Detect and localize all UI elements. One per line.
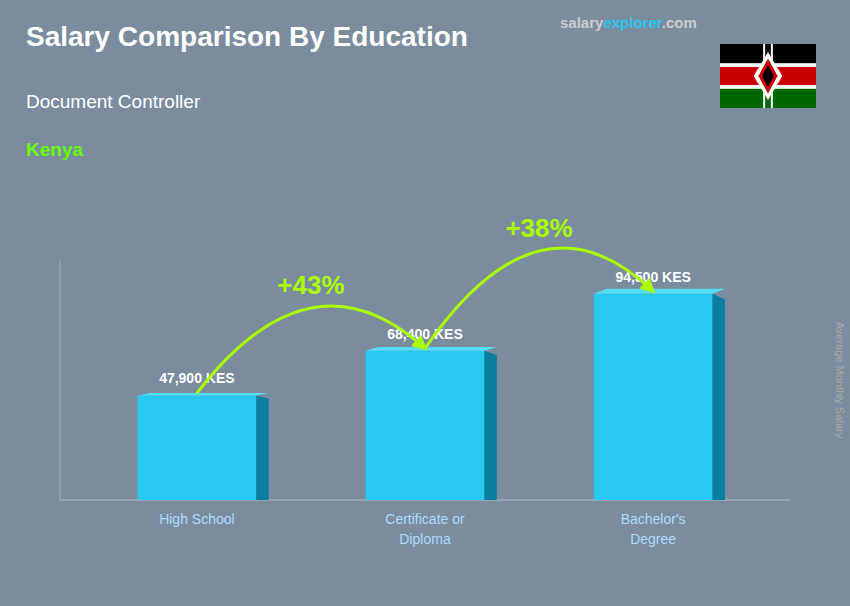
bar — [366, 351, 485, 500]
y-axis-line — [60, 260, 61, 500]
y-axis-label: Average Monthly Salary — [834, 322, 846, 439]
change-arrow — [425, 248, 653, 348]
watermark-part: salary — [560, 14, 604, 31]
category-label-line: Bachelor's — [621, 511, 686, 527]
bar — [594, 294, 713, 500]
bar-side — [484, 351, 497, 500]
category-label-line: Diploma — [399, 531, 451, 547]
country: Kenya — [26, 139, 83, 160]
chart: 47,900 KES68,400 KES94,500 KESHigh Schoo… — [0, 0, 850, 606]
watermark-part: explorer — [603, 14, 662, 31]
category-label: Certificate or Diploma — [385, 511, 465, 547]
bars — [138, 289, 725, 500]
flag-shield-center — [762, 65, 774, 87]
bar-side — [712, 294, 725, 500]
change-label: +43% — [277, 270, 344, 300]
category-label-line: High School — [159, 511, 235, 527]
bar-side — [256, 395, 269, 500]
bar-top — [594, 289, 725, 294]
chart-container: 47,900 KES68,400 KES94,500 KESHigh Schoo… — [0, 0, 850, 606]
flag-stripe — [720, 65, 816, 87]
title: Salary Comparison By Education — [26, 21, 468, 52]
subtitle: Document Controller — [26, 91, 201, 112]
bar — [138, 395, 257, 500]
category-label-line: Certificate or — [385, 511, 465, 527]
flag-shield-inner — [758, 58, 777, 93]
bar-top — [138, 393, 269, 396]
flag-shield — [754, 52, 783, 100]
category-label: Bachelor's Degree — [621, 511, 686, 547]
change-arrow — [197, 306, 425, 393]
change-label: +38% — [505, 213, 572, 243]
background — [0, 0, 850, 606]
bar-top — [366, 347, 497, 351]
category-label: High School — [159, 511, 235, 527]
data-label: 47,900 KES — [159, 370, 235, 386]
watermark-part: .com — [662, 14, 697, 31]
flag — [720, 44, 816, 108]
watermark: salaryexplorer.com — [560, 14, 697, 31]
category-label-line: Degree — [630, 531, 676, 547]
